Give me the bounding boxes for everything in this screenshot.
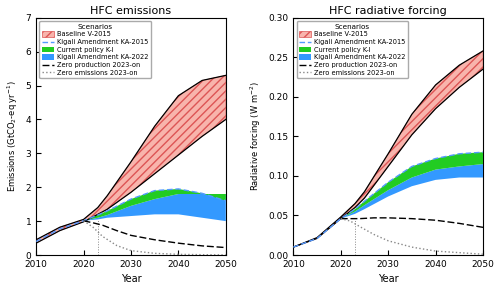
Title: HFC emissions: HFC emissions [90, 6, 172, 16]
Y-axis label: Radiative forcing (W m$^{-2}$): Radiative forcing (W m$^{-2}$) [248, 81, 263, 191]
Legend: Baseline V-2015, Kigali Amendment KA-2015, Current policy K-I, Kigali Amendment : Baseline V-2015, Kigali Amendment KA-201… [296, 21, 408, 78]
Y-axis label: Emissions (GtCO$_2$-eq yr$^{-1}$): Emissions (GtCO$_2$-eq yr$^{-1}$) [6, 80, 20, 192]
X-axis label: Year: Year [378, 274, 398, 284]
Legend: Baseline V-2015, Kigali Amendment KA-2015, Current policy K-I, Kigali Amendment : Baseline V-2015, Kigali Amendment KA-201… [40, 21, 151, 78]
Title: HFC radiative forcing: HFC radiative forcing [330, 6, 447, 16]
X-axis label: Year: Year [120, 274, 142, 284]
